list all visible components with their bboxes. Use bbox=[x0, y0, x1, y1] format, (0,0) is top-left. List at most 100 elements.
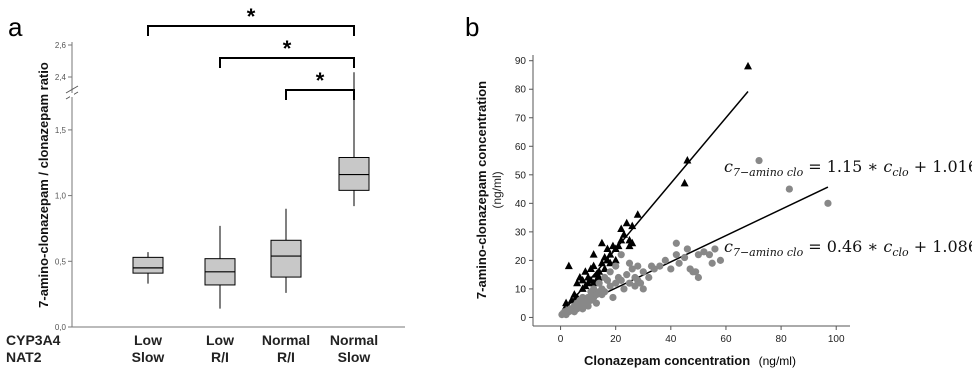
panel-b-y-tick-label: 50 bbox=[515, 170, 527, 181]
panel-b: b 0 20 40 60 80 100 0 10 20 30 40 50 60 70 80 90 7-amin… bbox=[465, 12, 972, 369]
data-point-circle bbox=[579, 305, 587, 313]
data-point-circle bbox=[708, 259, 716, 267]
panel-b-x-tick-label: 80 bbox=[776, 334, 788, 345]
data-point-circle bbox=[625, 259, 634, 267]
data-point-circle bbox=[639, 285, 647, 293]
panel-b-y-tick-label: 0 bbox=[520, 313, 526, 324]
panel-a-y-tick-label: 0,5 bbox=[55, 257, 67, 266]
data-point-circle bbox=[694, 273, 702, 282]
panel-a-y-ticks: 0,0 0,5 1,0 1,5 2,4 2,6 bbox=[55, 41, 72, 332]
data-point-triangle bbox=[573, 278, 582, 287]
panel-b-x-label-unit: (ng/ml) bbox=[759, 354, 796, 368]
data-point-circle bbox=[634, 262, 642, 270]
panel-b-x-tick-label: 40 bbox=[665, 334, 677, 345]
panel-a-boxes bbox=[132, 72, 370, 309]
panel-b-y-tick-label: 80 bbox=[515, 85, 527, 96]
data-point-triangle bbox=[567, 295, 576, 304]
axis-break-mark-upper bbox=[65, 85, 79, 94]
eq-rhs: = 1.15 ∗ bbox=[808, 157, 883, 176]
panel-a-y-tick-label: 2,4 bbox=[55, 73, 67, 82]
panel-b-x-label-text: Clonazepam concentration bbox=[584, 353, 750, 368]
eq-lhs-var: c bbox=[724, 237, 733, 256]
data-point-triangle bbox=[578, 275, 587, 284]
fit-equation: c7−amino clo = 1.15 ∗ cclo + 1.016 bbox=[724, 157, 972, 179]
data-point-circle bbox=[661, 256, 669, 264]
data-point-circle bbox=[609, 293, 617, 302]
panel-b-y-tick-label: 60 bbox=[515, 142, 527, 153]
data-point-circle bbox=[694, 251, 702, 259]
data-point-circle bbox=[692, 268, 700, 276]
panel-a: a 0,00,51,01,52,42,6 *** CYP3A4NAT2LowSl… bbox=[6, 4, 405, 365]
category-label-nat2: R/I bbox=[211, 349, 229, 365]
panel-b-label: b bbox=[465, 12, 479, 42]
significance-bracket bbox=[285, 89, 355, 100]
box bbox=[338, 156, 370, 191]
category-label-cyp3a4: Normal bbox=[330, 332, 378, 348]
panel-b-y-tick-label: 40 bbox=[515, 199, 527, 210]
data-point-circle bbox=[716, 256, 725, 264]
panel-b-y-tick-label: 20 bbox=[515, 256, 527, 267]
data-point-circle bbox=[606, 268, 614, 276]
panel-b-x-tick-label: 100 bbox=[828, 334, 845, 345]
eq-rhs-tail: + 1.016 bbox=[909, 157, 972, 176]
panel-a-label: a bbox=[8, 12, 23, 42]
data-point-circle bbox=[645, 273, 653, 282]
data-point-triangle bbox=[683, 156, 692, 164]
data-point-circle bbox=[595, 279, 603, 287]
panel-a-y-tick-label: 0,0 bbox=[55, 323, 67, 332]
data-point-circle bbox=[603, 276, 612, 284]
panel-a-y-tick-label: 1,0 bbox=[55, 192, 67, 201]
panel-b-x-tick-label: 60 bbox=[720, 334, 732, 345]
data-point-triangle bbox=[606, 258, 615, 267]
data-point-circle bbox=[636, 279, 645, 287]
data-point-triangle bbox=[595, 273, 604, 281]
data-point-triangle bbox=[614, 241, 623, 250]
data-point-triangle bbox=[633, 210, 642, 218]
panel-b-x-label: Clonazepam concentration (ng/ml) bbox=[584, 352, 796, 369]
row-label-cyp3a4: CYP3A4 bbox=[6, 332, 61, 348]
data-point-circle bbox=[675, 259, 683, 267]
data-point-triangle bbox=[611, 255, 620, 264]
data-point-triangle bbox=[628, 238, 637, 247]
box-group bbox=[204, 225, 236, 309]
data-point-triangle bbox=[680, 178, 689, 187]
data-point-triangle bbox=[622, 218, 631, 227]
category-label-cyp3a4: Normal bbox=[262, 332, 310, 348]
data-point-circle bbox=[700, 248, 708, 256]
data-point-circle bbox=[628, 265, 636, 273]
data-point-triangle bbox=[562, 298, 571, 307]
data-point-triangle bbox=[597, 238, 606, 247]
data-point-triangle bbox=[597, 258, 606, 267]
panel-b-x-tick-label: 20 bbox=[610, 334, 622, 345]
data-point-triangle bbox=[619, 230, 628, 238]
panel-a-significance: * * * bbox=[147, 4, 355, 100]
data-point-circle bbox=[623, 271, 631, 279]
eq-lhs-sub: 7−amino clo bbox=[733, 166, 804, 179]
eq-rhs-var: c bbox=[883, 157, 892, 176]
data-point-circle bbox=[612, 262, 620, 270]
eq-rhs-sub: clo bbox=[892, 166, 909, 179]
data-point-circle bbox=[755, 156, 763, 165]
data-point-circle bbox=[705, 251, 714, 259]
significance-star: * bbox=[316, 68, 325, 93]
fit-equation: c7−amino clo = 0.46 ∗ cclo + 1.086 bbox=[724, 237, 972, 259]
axis-break-gap bbox=[70, 93, 74, 97]
box-group bbox=[132, 252, 164, 284]
data-point-circle bbox=[620, 285, 628, 293]
data-point-circle bbox=[631, 282, 639, 290]
data-point-triangle bbox=[589, 261, 598, 270]
panel-b-points bbox=[558, 61, 832, 319]
category-label-nat2: Slow bbox=[132, 349, 165, 365]
data-point-circle bbox=[683, 245, 691, 253]
eq-rhs: = 0.46 ∗ bbox=[808, 237, 883, 256]
significance-star: * bbox=[283, 36, 292, 61]
significance-bracket bbox=[147, 25, 355, 36]
category-label-nat2: R/I bbox=[277, 349, 295, 365]
panel-b-ticks: 0 20 40 60 80 100 0 10 20 30 40 50 60 70 80 90 bbox=[515, 56, 845, 345]
category-label-cyp3a4: Low bbox=[134, 332, 162, 348]
eq-rhs-tail: + 1.086 bbox=[909, 237, 972, 256]
data-point-circle bbox=[672, 239, 680, 247]
data-point-circle bbox=[579, 293, 587, 302]
data-point-circle bbox=[824, 199, 832, 207]
box bbox=[270, 239, 302, 278]
